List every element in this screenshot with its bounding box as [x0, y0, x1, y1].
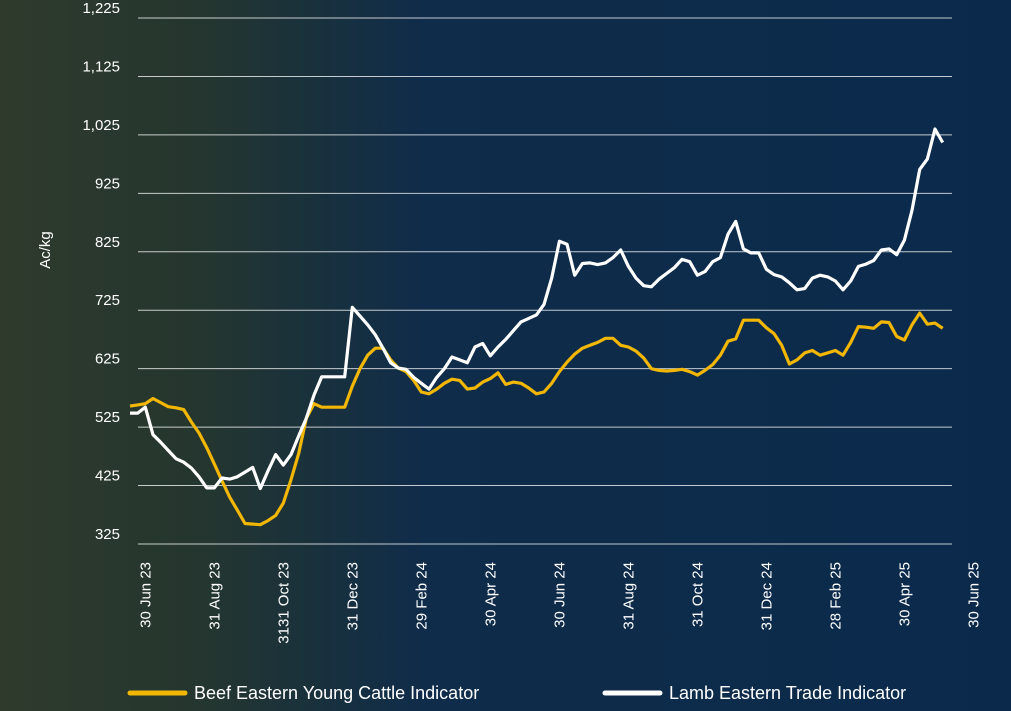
x-tick-label: 30 Jun 25	[965, 562, 982, 628]
x-tick-label: 29 Feb 24	[413, 562, 430, 630]
x-tick-label: 3131 Oct 23	[275, 562, 292, 644]
legend-label: Lamb Eastern Trade Indicator	[669, 683, 906, 703]
x-tick-label: 31 Oct 24	[689, 562, 706, 627]
x-tick-label: 30 Jun 24	[551, 562, 568, 628]
x-tick-label: 31 Aug 23	[206, 562, 223, 630]
y-tick-label: 325	[95, 526, 120, 543]
x-tick-label: 30 Apr 24	[482, 562, 499, 626]
series-line	[130, 127, 945, 491]
y-tick-label: 725	[95, 292, 120, 309]
x-tick-label: 31 Aug 24	[620, 562, 637, 630]
y-tick-label: 1,125	[82, 58, 120, 75]
series-line	[129, 311, 944, 527]
y-tick-label: 525	[95, 409, 120, 426]
y-tick-label: 925	[95, 175, 120, 192]
x-tick-label: 28 Feb 25	[827, 562, 844, 630]
y-tick-label: 1,225	[82, 0, 120, 17]
y-tick-label: 425	[95, 468, 120, 485]
y-tick-label: 1,025	[82, 117, 120, 134]
y-tick-label: 825	[95, 234, 120, 251]
x-tick-label: 30 Apr 25	[896, 562, 913, 626]
x-tick-label: 31 Dec 23	[344, 562, 361, 630]
y-tick-label: 625	[95, 351, 120, 368]
x-tick-label: 31 Dec 24	[758, 562, 775, 630]
legend-label: Beef Eastern Young Cattle Indicator	[194, 683, 479, 703]
y-axis-title: Ac/kg	[37, 231, 54, 269]
x-tick-label: 30 Jun 23	[137, 562, 154, 628]
